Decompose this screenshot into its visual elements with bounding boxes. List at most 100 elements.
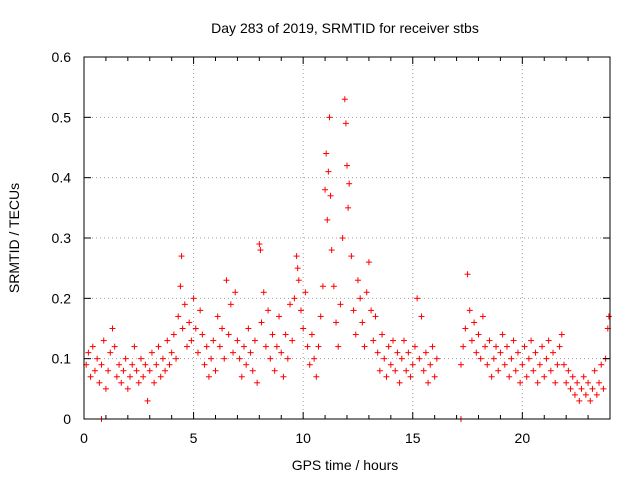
data-point: [530, 367, 537, 374]
data-point: [578, 385, 585, 392]
data-point: [304, 343, 311, 350]
data-point: [91, 367, 98, 374]
data-point: [409, 361, 416, 368]
data-point: [140, 373, 147, 380]
data-point: [534, 379, 541, 386]
x-tick-label: 10: [295, 430, 311, 446]
data-point: [431, 373, 438, 380]
data-point: [122, 355, 129, 362]
data-point: [135, 379, 142, 386]
data-point: [359, 319, 366, 326]
data-point: [212, 367, 219, 374]
data-point: [433, 355, 440, 362]
data-point: [194, 349, 201, 356]
data-point: [385, 343, 392, 350]
data-point: [236, 355, 243, 362]
data-point: [335, 343, 342, 350]
data-point: [405, 349, 412, 356]
y-tick-label: 0.2: [52, 290, 72, 306]
data-point: [556, 343, 563, 350]
data-point: [567, 385, 574, 392]
data-point: [96, 379, 103, 386]
data-point: [510, 337, 517, 344]
data-point: [258, 319, 265, 326]
axis-ticks: 0 0.1 0.2 0.3 0.4 0.5 0.6 0 5 10 15 20: [52, 49, 610, 446]
data-point: [403, 367, 410, 374]
data-point: [374, 349, 381, 356]
data-point: [506, 373, 513, 380]
data-point: [295, 277, 302, 284]
data-point: [422, 349, 429, 356]
data-point: [532, 349, 539, 356]
data-point: [587, 397, 594, 404]
data-point: [486, 337, 493, 344]
data-point: [323, 150, 330, 157]
data-point: [346, 180, 353, 187]
data-point: [293, 253, 300, 260]
data-point: [543, 355, 550, 362]
data-point: [159, 355, 166, 362]
grid: [84, 57, 610, 419]
data-point: [210, 337, 217, 344]
data-point: [111, 343, 118, 350]
data-point: [337, 301, 344, 308]
data-point: [262, 343, 269, 350]
data-point: [416, 355, 423, 362]
data-point: [100, 337, 107, 344]
data-point: [471, 319, 478, 326]
data-point: [300, 325, 307, 332]
data-point: [178, 253, 185, 260]
data-point: [129, 361, 136, 368]
data-point: [521, 343, 528, 350]
data-point: [605, 313, 612, 320]
data-point: [493, 343, 500, 350]
data-point: [468, 337, 475, 344]
data-point: [127, 373, 134, 380]
data-point: [495, 367, 502, 374]
data-point: [558, 331, 565, 338]
data-point: [545, 337, 552, 344]
data-point: [208, 355, 215, 362]
y-tick-label: 0: [63, 411, 71, 427]
data-point: [569, 373, 576, 380]
data-point: [352, 331, 359, 338]
data-point: [503, 343, 510, 350]
data-point: [457, 361, 464, 368]
data-point: [273, 343, 280, 350]
data-point: [177, 283, 184, 290]
data-point: [427, 361, 434, 368]
data-point: [230, 349, 237, 356]
data-point: [271, 367, 278, 374]
data-point: [490, 355, 497, 362]
data-point: [188, 337, 195, 344]
data-point: [240, 343, 247, 350]
data-point: [497, 349, 504, 356]
data-point: [390, 337, 397, 344]
data-point: [571, 391, 578, 398]
data-point: [322, 186, 329, 193]
data-point: [368, 307, 375, 314]
data-point: [85, 349, 92, 356]
data-point: [528, 337, 535, 344]
data-point: [370, 337, 377, 344]
data-point: [600, 385, 607, 392]
data-point: [203, 343, 210, 350]
data-point: [280, 373, 287, 380]
data-point: [361, 343, 368, 350]
data-point: [501, 361, 508, 368]
data-point: [153, 361, 160, 368]
data-point: [162, 367, 169, 374]
data-point: [238, 373, 245, 380]
data-point: [345, 204, 352, 211]
x-axis-label: GPS time / hours: [292, 457, 399, 473]
data-point: [550, 349, 557, 356]
data-point: [107, 349, 114, 356]
data-point: [265, 307, 272, 314]
data-point: [484, 361, 491, 368]
data-point: [372, 313, 379, 320]
data-point: [418, 313, 425, 320]
data-point: [462, 325, 469, 332]
data-point: [157, 373, 164, 380]
y-tick-label: 0.6: [52, 49, 72, 65]
x-tick-label: 20: [515, 430, 531, 446]
